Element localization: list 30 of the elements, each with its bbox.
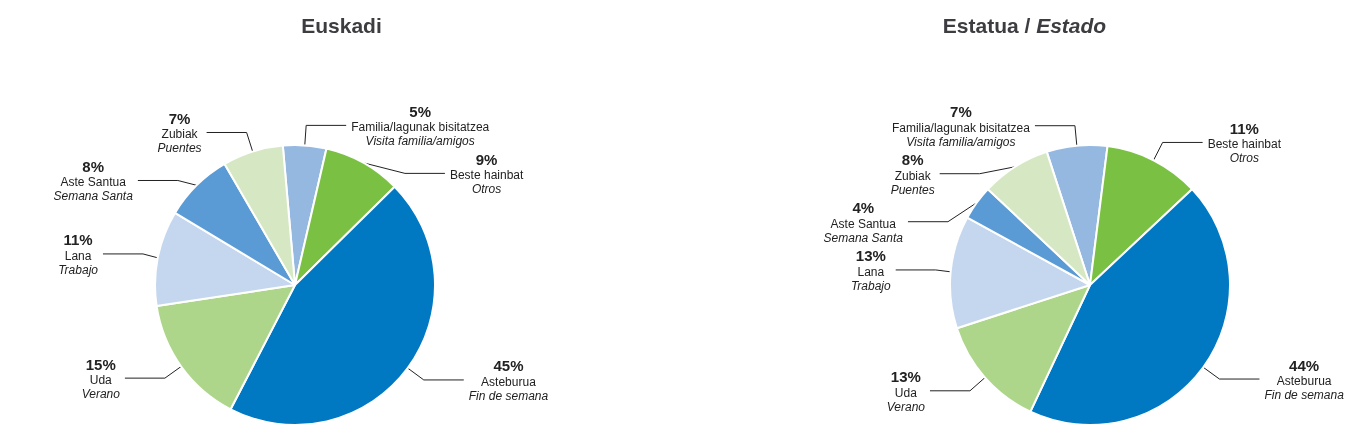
data-label: 15% — [85, 355, 116, 373]
data-label: 5% — [409, 102, 432, 120]
slice-label: Asteburua Fin de semana — [1264, 374, 1345, 403]
slice-label: Zubiak Puentes — [890, 168, 935, 197]
data-label: 11% — [1229, 119, 1259, 137]
slice-label: Zubiak Puentes — [157, 127, 202, 156]
data-label: 45% — [493, 357, 524, 375]
chart-title: Euskadi — [301, 14, 382, 37]
slice-label: Aste Santua Semana Santa — [53, 175, 134, 204]
slice-label: Asteburua Fin de semana — [468, 374, 549, 403]
slice-label: Familia/lagunak bisitatzea Visita familia/amigos — [351, 120, 490, 149]
data-label: 8% — [901, 151, 924, 169]
slice-label: Uda Verano — [81, 373, 121, 402]
data-label: 7% — [950, 103, 972, 121]
slice-label: Aste Santua Semana Santa — [823, 216, 904, 245]
slice-label: Beste hainbat Otros — [449, 168, 524, 197]
slice-label: Lana Trabajo — [58, 248, 99, 277]
data-label: 7% — [168, 109, 191, 127]
slice-label: Familia/lagunak bisitatzea Visita familia/amigos — [891, 120, 1031, 149]
data-label: 4% — [852, 199, 875, 217]
data-label: 11% — [63, 231, 93, 249]
slice-label: Beste hainbat Otros — [1207, 137, 1282, 166]
slice-label: Lana Trabajo — [850, 264, 892, 293]
data-label: 44% — [1289, 356, 1320, 374]
data-label: 9% — [475, 150, 498, 168]
slice-label: Uda Verano — [886, 385, 926, 414]
data-label: 8% — [82, 157, 105, 175]
chart-title: Estatua / Estado — [942, 14, 1107, 37]
data-label: 13% — [855, 247, 886, 265]
data-label: 13% — [890, 368, 921, 386]
